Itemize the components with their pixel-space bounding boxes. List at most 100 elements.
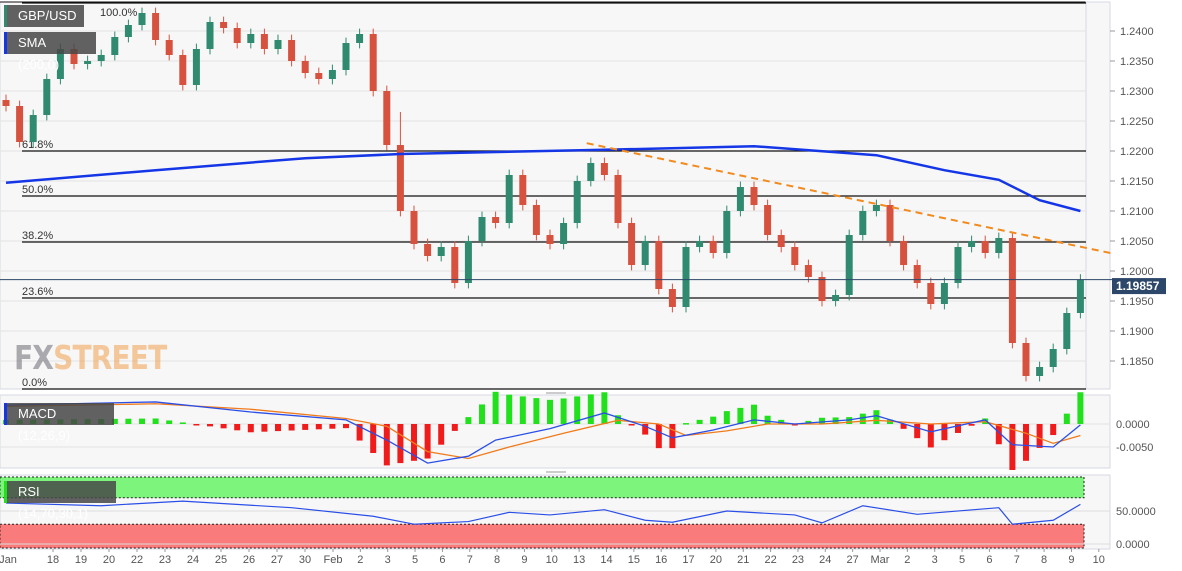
macd-color-bar: [4, 403, 7, 425]
fib-level-label: 0.0%: [22, 377, 47, 389]
macd-histogram-bar: [1063, 413, 1070, 424]
candle-bullish: [111, 37, 119, 55]
macd-histogram-bar: [723, 411, 730, 424]
macd-histogram-bar: [288, 424, 295, 431]
macd-histogram-bar: [397, 424, 404, 464]
candle-bearish: [981, 241, 989, 253]
candle-bullish: [859, 211, 867, 235]
macd-histogram-bar: [438, 424, 445, 445]
macd-histogram-bar: [587, 394, 594, 424]
y-tick-label: 1.2250: [1120, 116, 1154, 128]
candle-bullish: [505, 175, 513, 223]
candle-bullish: [723, 211, 731, 253]
x-tick-label: 21: [737, 554, 749, 566]
macd-histogram-bar: [601, 392, 608, 424]
sma-color-bar: [4, 32, 7, 54]
candle-bearish: [165, 40, 173, 55]
x-tick-label: 26: [243, 554, 255, 566]
candle-bullish: [845, 235, 853, 295]
y-tick-label: 1.1850: [1120, 356, 1154, 368]
candle-bullish: [192, 49, 200, 85]
candle-bullish: [97, 55, 105, 61]
macd-legend[interactable]: MACD (12,26,9): [4, 403, 114, 443]
rsi-line: [5, 500, 1081, 525]
x-tick-label: 18: [47, 554, 59, 566]
macd-histogram-bar: [628, 424, 635, 426]
macd-histogram-bar: [315, 424, 322, 430]
candle-bullish: [1063, 313, 1071, 349]
candle-bullish: [995, 238, 1003, 253]
fib-level-label: 50.0%: [22, 184, 53, 196]
candle-bullish: [1049, 349, 1057, 367]
x-tick-label: 8: [1041, 554, 1047, 566]
macd-histogram-bar: [968, 424, 975, 426]
macd-histogram-bar: [479, 404, 485, 424]
x-tick-label: 5: [959, 554, 965, 566]
macd-histogram-bar: [383, 424, 390, 466]
candle-bearish: [288, 40, 296, 61]
fxstreet-watermark-logo: FXSTREET: [14, 338, 167, 377]
x-tick-label: 6: [439, 554, 445, 566]
macd-histogram-bar: [152, 418, 159, 424]
macd-label: MACD (12,26,9): [18, 406, 71, 443]
candle-bullish: [138, 13, 146, 25]
candle-bearish: [451, 247, 459, 283]
candle-bearish: [600, 163, 608, 175]
candle-bullish: [696, 241, 704, 247]
macd-histogram-bar: [275, 424, 281, 432]
x-tick-label: 22: [131, 554, 143, 566]
fib-level-label: 100.0%: [100, 7, 138, 19]
candle-bearish: [260, 34, 268, 49]
y-tick-label: 1.2100: [1120, 206, 1154, 218]
candle-bearish: [614, 175, 622, 223]
candle-bearish: [818, 277, 826, 301]
watermark-fx: FX: [14, 338, 54, 377]
macd-histogram-bar: [615, 415, 621, 424]
macd-histogram-bar: [955, 424, 961, 433]
candle-bearish: [709, 241, 717, 253]
sma-legend[interactable]: SMA (200,0): [4, 32, 96, 72]
symbol-legend[interactable]: GBP/USD: [4, 5, 84, 27]
candle-bullish: [832, 295, 840, 301]
candle-bullish: [573, 181, 581, 223]
candle-bearish: [2, 100, 10, 106]
macd-histogram-bar: [451, 424, 458, 431]
candle-bullish: [560, 223, 568, 244]
candle-bearish: [315, 73, 323, 79]
x-tick-label: 23: [792, 554, 804, 566]
macd-histogram-bar: [914, 424, 921, 439]
macd-histogram-bar: [995, 424, 1002, 445]
macd-line: [5, 401, 1081, 464]
macd-histogram-bar: [560, 398, 567, 424]
candle-bearish: [546, 235, 554, 244]
macd-histogram-bar: [111, 418, 118, 424]
candle-bullish: [682, 247, 690, 307]
macd-histogram-bar: [506, 394, 513, 424]
x-tick-label: 27: [847, 554, 859, 566]
macd-histogram-bar: [669, 424, 676, 449]
macd-histogram-bar: [261, 424, 268, 432]
macd-histogram-bar: [220, 424, 227, 429]
y-tick-label: 1.2300: [1120, 86, 1154, 98]
macd-signal-line: [5, 403, 1081, 460]
rsi-legend[interactable]: RSI (14,70,30,1): [4, 481, 116, 521]
candle-bullish: [356, 34, 364, 43]
candle-bullish: [587, 163, 595, 181]
rsi-tick-label: 50.0000: [1116, 506, 1156, 518]
sma-200-line: [5, 144, 1081, 213]
candle-bullish: [464, 241, 472, 283]
y-tick-label: 1.2150: [1120, 176, 1154, 188]
candle-bearish: [927, 283, 935, 304]
candle-bearish: [886, 205, 894, 241]
macd-histogram-bar: [859, 413, 866, 424]
symbol-color-bar: [4, 5, 7, 27]
candle-bearish: [1008, 238, 1016, 343]
candle-bearish: [369, 34, 377, 91]
macd-histogram-bar: [710, 416, 717, 424]
x-tick-label: 22: [764, 554, 776, 566]
candle-bullish: [29, 115, 37, 142]
y-tick-label: 1.1900: [1120, 326, 1154, 338]
macd-histogram-bar: [764, 415, 771, 424]
macd-histogram-bar: [166, 420, 173, 424]
